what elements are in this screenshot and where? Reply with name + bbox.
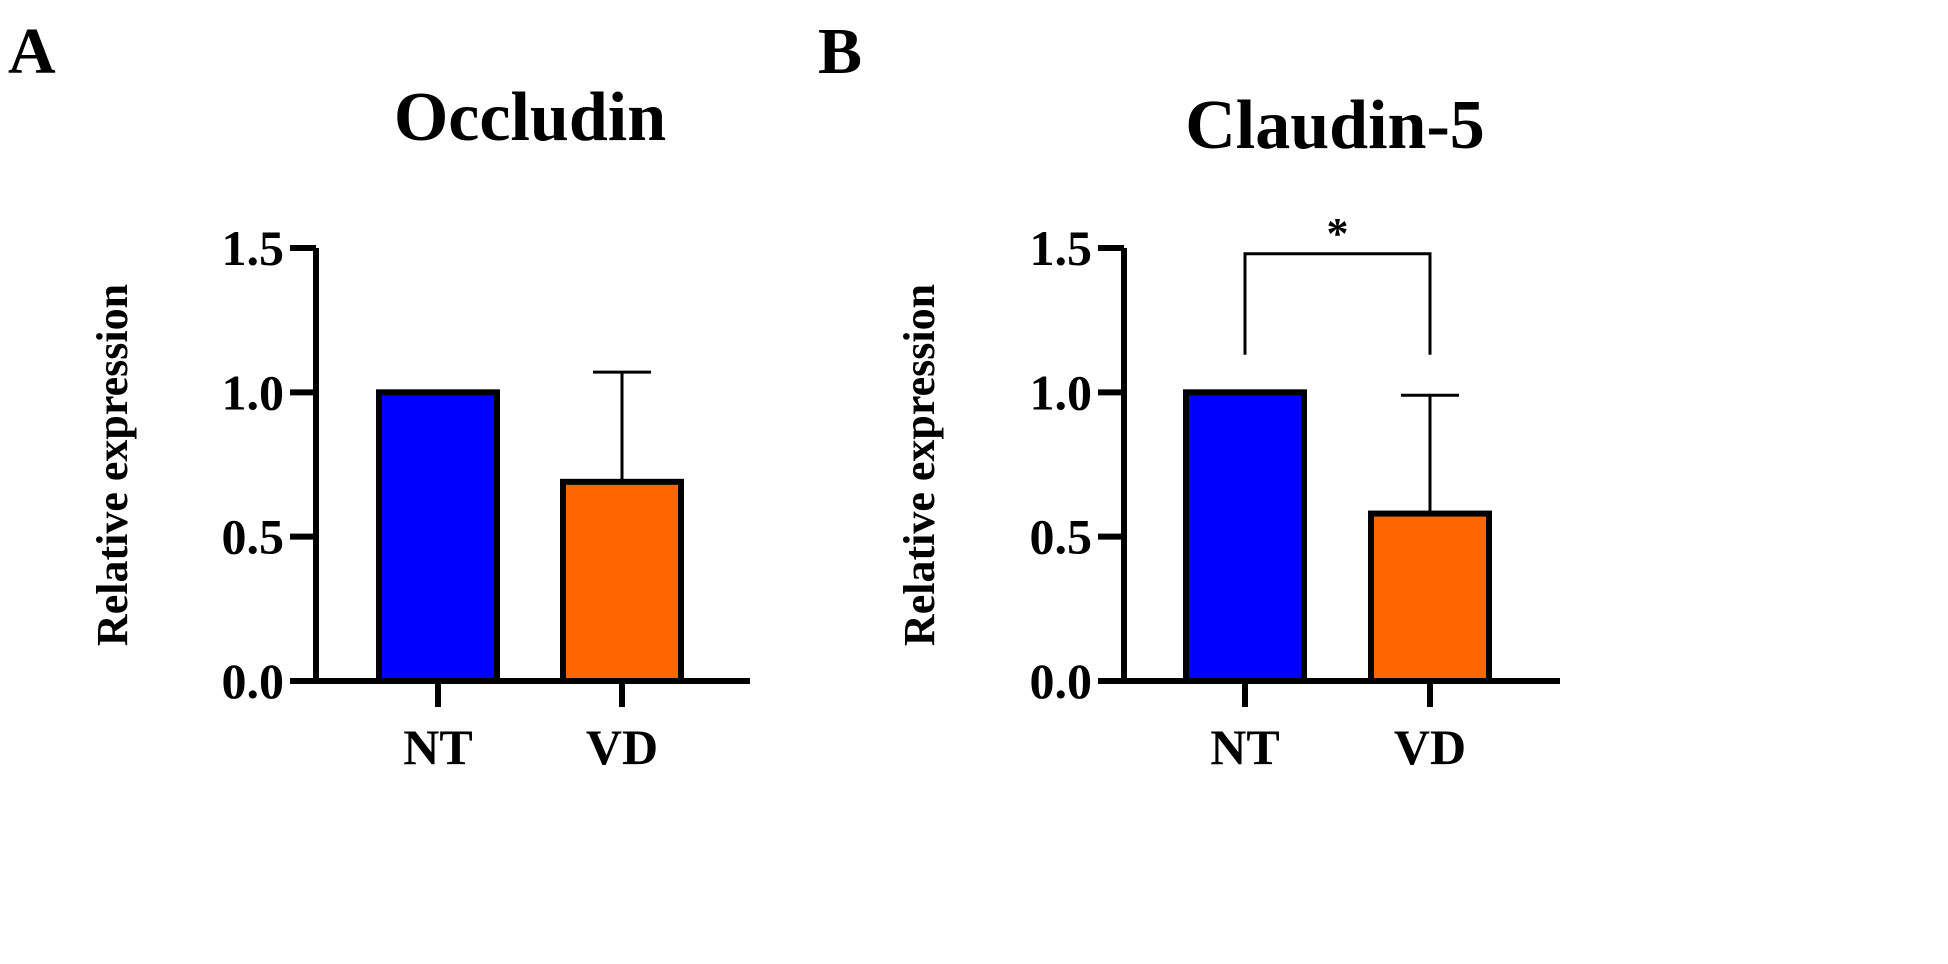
bar-nt <box>1183 389 1307 684</box>
y-tick-label: 1.5 <box>1030 220 1093 276</box>
x-tick-label: NT <box>1210 719 1279 775</box>
y-tick-label: 1.0 <box>222 364 285 420</box>
panel-letter: A <box>8 15 56 88</box>
significance-label: * <box>1327 209 1349 258</box>
bar-vd <box>560 478 684 684</box>
y-axis-title: Relative expression <box>88 284 137 646</box>
panel-letter: B <box>818 15 862 88</box>
y-tick-label: 0.5 <box>222 509 285 565</box>
panel-b: B Claudin-5 Relative expression 0.0 0.5 1.… <box>818 15 1560 775</box>
x-tick-label: NT <box>403 719 472 775</box>
y-tick-label: 1.0 <box>1030 364 1093 420</box>
chart-title: Claudin-5 <box>1185 87 1485 164</box>
bar-nt <box>376 389 500 684</box>
significance-bracket <box>1243 252 1432 355</box>
y-axis-title: Relative expression <box>895 284 944 646</box>
y-tick-label: 0.0 <box>222 653 285 709</box>
x-tick-label: VD <box>586 719 658 775</box>
x-tick-label: VD <box>1394 719 1466 775</box>
bar-vd <box>1368 510 1492 684</box>
y-tick-label: 0.5 <box>1030 509 1093 565</box>
chart-title: Occludin <box>394 79 666 156</box>
panel-a: A Occludin Relative expression 0.0 0.5 1.0… <box>8 15 750 775</box>
y-tick-label: 1.5 <box>222 220 285 276</box>
y-tick-label: 0.0 <box>1030 653 1093 709</box>
